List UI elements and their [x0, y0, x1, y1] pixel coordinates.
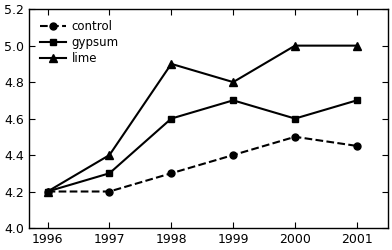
lime [45, 190, 50, 193]
Line: gypsum: gypsum [44, 97, 360, 195]
control [45, 190, 50, 193]
Legend: control, gypsum, lime: control, gypsum, lime [35, 15, 123, 70]
lime [354, 44, 359, 47]
lime [293, 44, 298, 47]
lime [169, 62, 174, 65]
gypsum [107, 172, 112, 175]
gypsum [45, 190, 50, 193]
gypsum [231, 99, 236, 102]
Line: control: control [44, 133, 360, 195]
gypsum [169, 117, 174, 120]
control [231, 154, 236, 156]
control [354, 144, 359, 148]
control [293, 135, 298, 138]
control [107, 190, 112, 193]
gypsum [354, 99, 359, 102]
gypsum [293, 117, 298, 120]
lime [107, 154, 112, 156]
Line: lime: lime [44, 42, 361, 196]
control [169, 172, 174, 175]
lime [231, 80, 236, 84]
